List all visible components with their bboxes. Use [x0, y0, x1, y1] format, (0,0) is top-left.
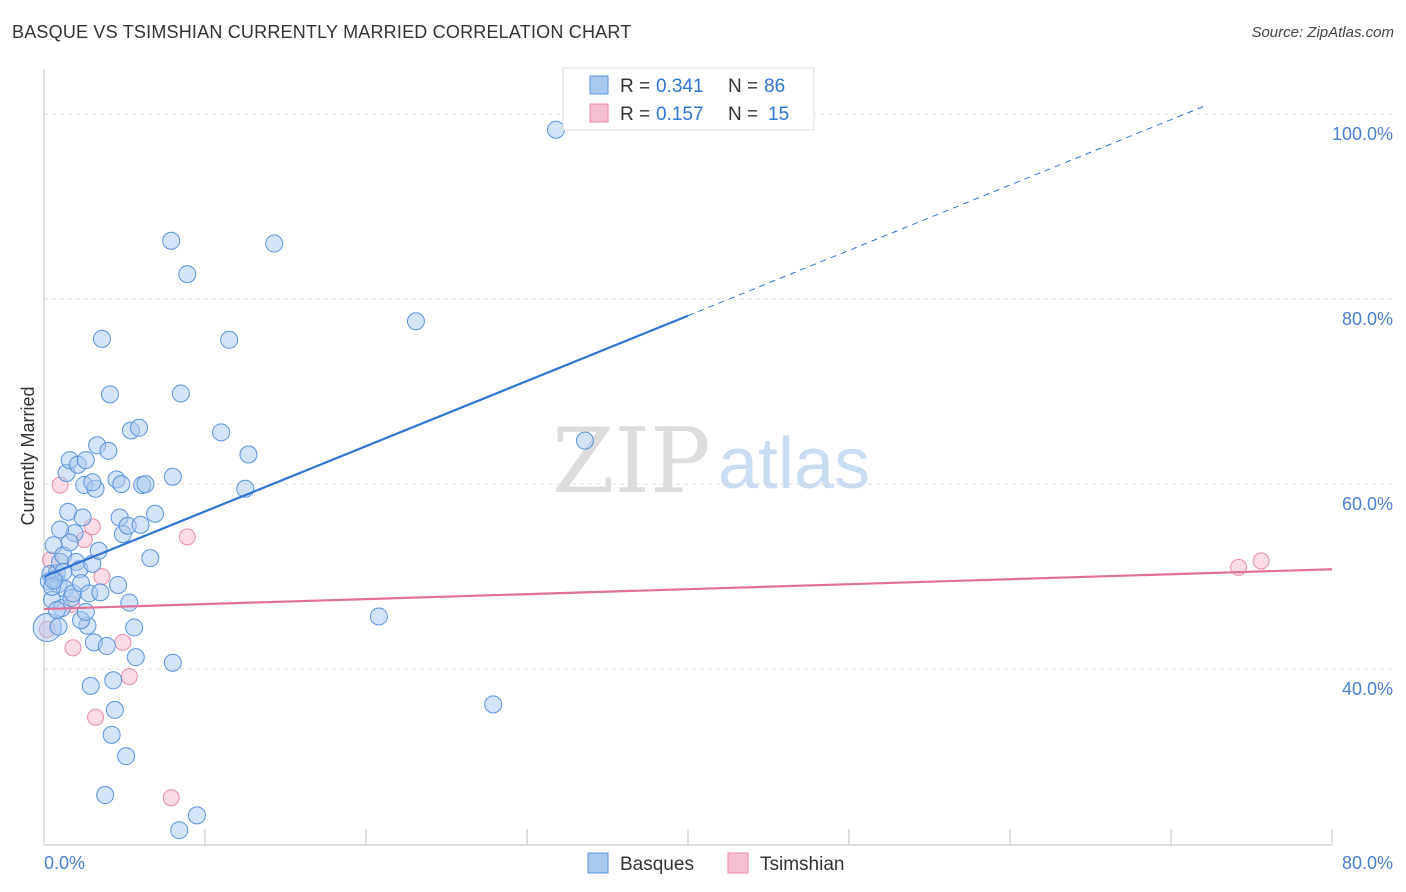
basques-point — [109, 575, 128, 594]
tsimshian-point — [162, 789, 180, 807]
legend-basques-label: Basques — [620, 854, 694, 875]
tsimshian-legend-swatch — [589, 103, 609, 123]
basques-trend-line — [43, 314, 689, 578]
trend-lines — [43, 106, 1333, 611]
basques-point — [125, 618, 144, 637]
tsimshian-n-value: 15 — [768, 104, 789, 125]
chart-title: BASQUE VS TSIMSHIAN CURRENTLY MARRIED CO… — [12, 22, 632, 42]
tsimshian-point — [120, 668, 138, 686]
basques-point — [129, 418, 148, 437]
basques-point — [171, 384, 190, 403]
basques-point — [239, 445, 258, 464]
y-tick-label: 80.0% — [1342, 309, 1393, 329]
y-axis-title: Currently Married — [18, 386, 38, 525]
basques-n-label: N = — [728, 76, 758, 97]
basques-r-label: R = — [620, 76, 650, 97]
basques-point — [96, 786, 115, 805]
basques-n-value: 86 — [764, 76, 785, 97]
y-axis-tick-labels: 40.0% 60.0% 80.0% 100.0% — [1332, 124, 1393, 699]
basques-point — [91, 583, 110, 602]
legend-basques-swatch — [587, 852, 609, 874]
legend-tsimshian-swatch — [727, 852, 749, 874]
x-axis-ticks — [204, 829, 1333, 845]
basques-point — [546, 120, 565, 139]
basques-point — [265, 234, 284, 253]
basques-point — [406, 312, 425, 331]
watermark-zip: ZIP — [552, 409, 711, 514]
basques-point — [369, 607, 388, 626]
series-legend: Basques Tsimshian — [587, 852, 844, 875]
basques-point — [47, 600, 66, 619]
tsimshian-r-value: 0.157 — [656, 104, 704, 125]
basques-point — [112, 475, 131, 494]
basques-point — [102, 725, 121, 744]
watermark: ZIP atlas — [552, 409, 870, 514]
tsimshian-point — [64, 639, 82, 657]
basques-r-value: 0.341 — [656, 76, 704, 97]
basques-point — [51, 520, 70, 539]
tsimshian-point — [114, 633, 132, 651]
basques-trend-extension — [687, 106, 1204, 317]
stats-legend: R = 0.341 N = 86 R = 0.157 N = 15 — [562, 67, 815, 131]
x-tick-label-max: 80.0% — [1342, 853, 1393, 873]
basques-point — [141, 549, 160, 568]
basques-point — [120, 593, 139, 612]
basques-points — [32, 120, 594, 840]
tsimshian-point — [178, 528, 196, 546]
basques-point — [73, 508, 92, 527]
basques-point — [104, 671, 123, 690]
basques-point — [162, 231, 181, 250]
tsimshian-r-label: R = — [620, 104, 650, 125]
basques-point — [101, 385, 120, 404]
basques-point — [97, 637, 116, 656]
basques-point — [146, 504, 165, 523]
tsimshian-point — [1252, 552, 1270, 570]
y-tick-label: 60.0% — [1342, 494, 1393, 514]
basques-point — [136, 475, 155, 494]
tsimshian-trend-line — [43, 568, 1333, 611]
basques-point — [575, 431, 594, 450]
gridlines — [44, 113, 1393, 670]
basques-point — [178, 265, 197, 284]
basques-point — [76, 602, 95, 621]
basques-point — [60, 533, 79, 552]
basques-point — [484, 695, 503, 714]
basques-point — [170, 821, 189, 840]
basques-point — [83, 473, 102, 492]
basques-point — [220, 330, 239, 349]
watermark-atlas: atlas — [718, 424, 870, 504]
basques-point — [163, 653, 182, 672]
source-attribution: Source: ZipAtlas.com — [1251, 24, 1394, 41]
basques-point — [49, 617, 68, 636]
basques-legend-swatch — [589, 75, 609, 95]
basques-point — [126, 648, 145, 667]
basques-point — [117, 747, 136, 766]
legend-tsimshian-label: Tsimshian — [760, 854, 844, 875]
basques-point — [81, 676, 100, 695]
basques-point — [99, 441, 118, 460]
basques-point — [131, 515, 150, 534]
basques-point — [105, 700, 124, 719]
basques-point — [187, 806, 206, 825]
tsimshian-point — [87, 708, 105, 726]
y-tick-label: 100.0% — [1332, 124, 1393, 144]
basques-point — [212, 423, 231, 442]
basques-point — [76, 451, 95, 470]
tsimshian-n-label: N = — [728, 104, 758, 125]
basques-point — [163, 467, 182, 486]
basques-point — [92, 329, 111, 348]
tsimshian-points — [38, 476, 1270, 807]
y-tick-label: 40.0% — [1342, 679, 1393, 699]
x-tick-label-min: 0.0% — [44, 853, 85, 873]
